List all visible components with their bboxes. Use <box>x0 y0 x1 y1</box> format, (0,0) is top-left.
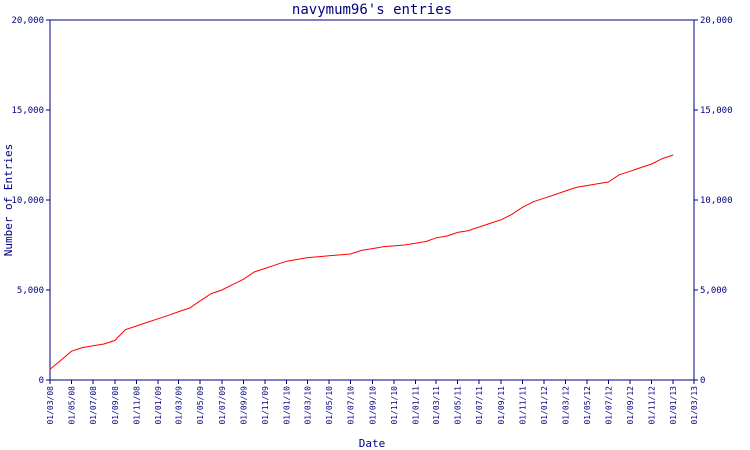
y-tick-label-left: 0 <box>39 376 44 386</box>
y-tick-label-right: 10,000 <box>700 196 733 206</box>
x-tick-label: 01/11/09 <box>261 386 270 425</box>
y-axis-label: Number of Entries <box>2 144 15 257</box>
x-tick-label: 01/11/08 <box>132 386 141 425</box>
x-axis-label: Date <box>359 437 386 450</box>
x-tick-label: 01/11/12 <box>648 386 657 425</box>
x-tick-label: 01/05/11 <box>454 386 463 425</box>
x-tick-label: 01/03/08 <box>46 386 55 425</box>
x-tick-label: 01/09/11 <box>497 386 506 425</box>
x-tick-label: 01/11/10 <box>390 386 399 425</box>
x-tick-label: 01/01/09 <box>154 386 163 425</box>
x-tick-label: 01/09/09 <box>240 386 249 425</box>
x-tick-label: 01/03/13 <box>690 386 699 425</box>
x-tick-label: 01/09/12 <box>626 386 635 425</box>
x-ticks: 01/03/08 01/05/08 01/07/08 01/09/08 01/11/08… <box>46 380 699 425</box>
x-tick-label: 01/05/10 <box>325 386 334 425</box>
y-tick-label-left: 15,000 <box>11 106 44 116</box>
y-tick-label-left: 5,000 <box>17 286 44 296</box>
x-tick-label: 01/07/08 <box>89 386 98 425</box>
x-tick-label: 01/01/13 <box>669 386 678 425</box>
x-tick-label: 01/05/08 <box>68 386 77 425</box>
y-tick-label-left: 20,000 <box>11 16 44 26</box>
x-tick-label: 01/01/12 <box>540 386 549 425</box>
y-ticks-left: 0 5,000 10,000 15,000 20,000 <box>11 16 50 386</box>
y-tick-label-right: 15,000 <box>700 106 733 116</box>
x-tick-label: 01/07/09 <box>218 386 227 425</box>
y-tick-label-left: 10,000 <box>11 196 44 206</box>
x-tick-label: 01/07/10 <box>346 386 355 425</box>
series-line <box>49 154 674 370</box>
y-ticks-right: 0 5,000 10,000 15,000 20,000 <box>694 16 733 386</box>
x-tick-label: 01/09/10 <box>368 386 377 425</box>
x-tick-label: 01/07/11 <box>475 386 484 425</box>
series-lines <box>49 154 674 370</box>
y-tick-label-right: 5,000 <box>700 286 727 296</box>
x-tick-label: 01/05/12 <box>583 386 592 425</box>
x-tick-label: 01/03/11 <box>432 386 441 425</box>
x-tick-label: 01/03/12 <box>561 386 570 425</box>
y-tick-label-right: 20,000 <box>700 16 733 26</box>
x-tick-label: 01/09/08 <box>111 386 120 425</box>
x-tick-label: 01/07/12 <box>604 386 613 425</box>
y-tick-label-right: 0 <box>700 376 705 386</box>
x-tick-label: 01/01/10 <box>283 386 292 425</box>
x-tick-label: 01/11/11 <box>519 386 528 425</box>
chart-title: navymum96's entries <box>292 2 452 18</box>
x-tick-label: 01/03/10 <box>303 386 312 425</box>
x-tick-label: 01/05/09 <box>196 386 205 425</box>
x-tick-label: 01/03/09 <box>175 386 184 425</box>
x-tick-label: 01/01/11 <box>411 386 420 425</box>
